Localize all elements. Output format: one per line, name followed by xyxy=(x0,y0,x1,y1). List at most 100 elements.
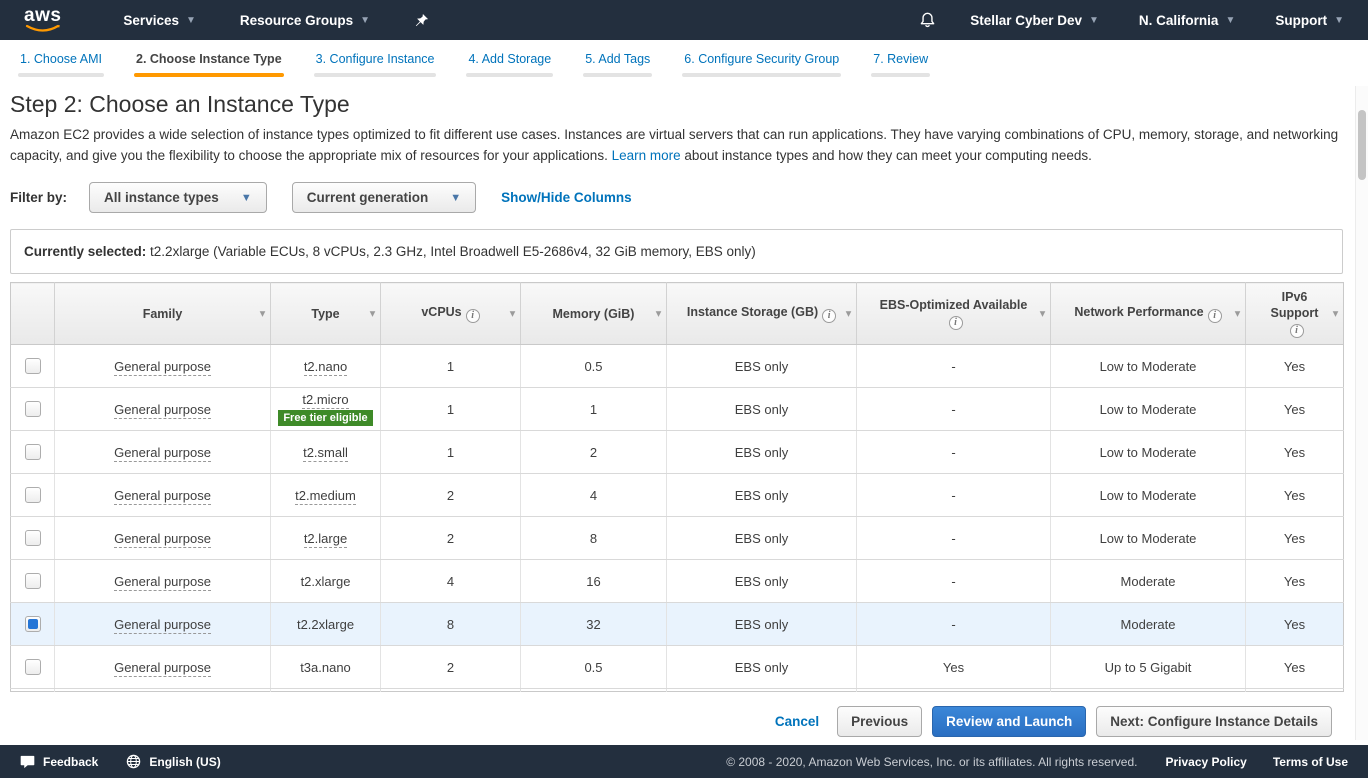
column-header[interactable]: IPv6 Support i ▾ xyxy=(1245,282,1344,345)
sort-arrow-icon[interactable]: ▾ xyxy=(655,308,661,319)
instance-row[interactable]: General purpose t2.large 2 8 EBS only - Low to… xyxy=(10,516,1344,560)
page-description: Amazon EC2 provides a wide selection of … xyxy=(10,127,1339,163)
storage-cell: EBS only xyxy=(666,344,857,388)
chevron-down-icon: ▼ xyxy=(185,14,196,26)
checkbox-cell xyxy=(10,602,55,646)
instance-row[interactable]: General purpose t2.2xlarge 8 32 EBS only - Mod… xyxy=(10,602,1344,646)
type-cell: t2.small xyxy=(270,430,381,474)
instance-row[interactable]: General purpose t2.micro Free tier eligibl… xyxy=(10,387,1344,431)
column-header[interactable]: Family ▾ xyxy=(54,282,271,345)
type-cell: t2.large xyxy=(270,516,381,560)
storage-cell: EBS only xyxy=(666,387,857,431)
nav-account-menu[interactable]: Stellar Cyber Dev ▼ xyxy=(970,12,1099,28)
checkbox-cell xyxy=(10,645,55,689)
column-header[interactable]: Instance Storage (GB) i ▾ xyxy=(666,282,857,345)
nav-region-menu[interactable]: N. California ▼ xyxy=(1138,12,1236,28)
column-header[interactable]: EBS-Optimized Available i ▾ xyxy=(856,282,1051,345)
column-header[interactable]: vCPUs i ▾ xyxy=(380,282,521,345)
instance-row[interactable]: General purpose t3a.nano 2 0.5 EBS only Yes Up… xyxy=(10,645,1344,689)
info-icon[interactable]: i xyxy=(465,309,480,323)
top-nav: aws Services ▼ Resource Groups ▼ Stellar C… xyxy=(0,0,1368,40)
terms-of-use-link[interactable]: Terms of Use xyxy=(1272,754,1348,769)
ebs-optimized-cell: - xyxy=(856,559,1051,603)
review-and-launch-button[interactable]: Review and Launch xyxy=(932,706,1087,737)
row-checkbox[interactable] xyxy=(24,358,41,374)
language-selector[interactable]: English (US) xyxy=(126,754,221,769)
generation-filter-dropdown[interactable]: Current generation ▼ xyxy=(291,182,477,213)
type-cell: t2.micro Free tier eligible xyxy=(270,387,381,431)
memory-cell: 16 xyxy=(520,559,667,603)
page-title: Step 2: Choose an Instance Type xyxy=(10,91,350,117)
instance-row[interactable]: General purpose t2.xlarge 4 16 EBS only - Mode… xyxy=(10,559,1344,603)
storage-cell: EBS only xyxy=(666,516,857,560)
sort-arrow-icon[interactable]: ▾ xyxy=(509,308,515,319)
wizard-tab[interactable]: 7. Review xyxy=(871,52,931,77)
wizard-tab[interactable]: 1. Choose AMI xyxy=(18,52,104,77)
sort-arrow-icon[interactable]: ▾ xyxy=(1332,308,1338,319)
wizard-tab[interactable]: 5. Add Tags xyxy=(583,52,653,77)
sort-arrow-icon[interactable]: ▾ xyxy=(369,308,375,319)
next-configure-details-button[interactable]: Next: Configure Instance Details xyxy=(1096,706,1332,737)
learn-more-link[interactable]: Learn more xyxy=(611,148,681,163)
ipv6-cell: Yes xyxy=(1245,645,1344,689)
chevron-down-icon: ▼ xyxy=(240,191,252,204)
wizard-tab-underline xyxy=(313,73,437,77)
family-value: General purpose xyxy=(114,659,211,677)
type-cell: t2.xlarge xyxy=(270,559,381,603)
column-header[interactable]: Network Performance i ▾ xyxy=(1050,282,1246,345)
network-performance-cell: Low to Moderate xyxy=(1050,473,1246,517)
column-header-label: Network Performance i xyxy=(1074,304,1222,323)
row-checkbox[interactable] xyxy=(24,487,41,503)
type-value: t2.xlarge xyxy=(300,573,351,589)
show-hide-columns-link[interactable]: Show/Hide Columns xyxy=(501,190,632,205)
privacy-policy-link[interactable]: Privacy Policy xyxy=(1165,754,1247,769)
row-checkbox[interactable] xyxy=(24,659,41,675)
ipv6-cell: Yes xyxy=(1245,602,1344,646)
sort-arrow-icon[interactable]: ▾ xyxy=(1039,308,1045,319)
notifications-bell-icon[interactable] xyxy=(919,11,936,29)
cancel-link[interactable]: Cancel xyxy=(774,714,820,729)
aws-logo[interactable]: aws xyxy=(24,6,61,33)
sort-arrow-icon[interactable]: ▾ xyxy=(259,308,265,319)
instance-row[interactable]: General purpose t2.small 1 2 EBS only - Low to… xyxy=(10,430,1344,474)
instance-types-filter-dropdown[interactable]: All instance types ▼ xyxy=(89,182,267,213)
wizard-tab[interactable]: 4. Add Storage xyxy=(466,52,554,77)
info-icon[interactable]: i xyxy=(1289,324,1304,338)
scrollbar-thumb[interactable] xyxy=(1358,110,1366,180)
nav-support-menu[interactable]: Support ▼ xyxy=(1275,12,1344,28)
row-checkbox[interactable] xyxy=(24,444,41,460)
row-checkbox[interactable] xyxy=(24,573,41,589)
family-value: General purpose xyxy=(114,444,211,462)
sort-arrow-icon[interactable]: ▾ xyxy=(1234,308,1240,319)
storage-cell: EBS only xyxy=(666,645,857,689)
info-icon[interactable]: i xyxy=(948,316,963,330)
column-header-label: Family xyxy=(142,306,183,321)
wizard-tab-label: 5. Add Tags xyxy=(585,52,651,66)
wizard-tab[interactable]: 6. Configure Security Group xyxy=(682,52,842,77)
info-icon[interactable]: i xyxy=(1207,309,1222,323)
column-header[interactable]: Memory (GiB) ▾ xyxy=(520,282,667,345)
feedback-button[interactable]: Feedback xyxy=(20,755,98,769)
wizard-tab[interactable]: 3. Configure Instance xyxy=(313,52,437,77)
sort-arrow-icon[interactable]: ▾ xyxy=(845,308,851,319)
wizard-tab[interactable]: 2. Choose Instance Type xyxy=(134,52,284,77)
pin-icon[interactable] xyxy=(414,13,429,28)
storage-cell: EBS only xyxy=(666,602,857,646)
instance-row[interactable]: General purpose t2.nano 1 0.5 EBS only - Low t… xyxy=(10,344,1344,388)
family-value: General purpose xyxy=(114,573,211,591)
nav-resource-groups[interactable]: Resource Groups ▼ xyxy=(239,12,371,28)
row-checkbox[interactable] xyxy=(24,401,41,417)
vcpus-cell: 2 xyxy=(380,645,521,689)
instance-row[interactable]: General purpose t2.medium 2 4 EBS only - Low t… xyxy=(10,473,1344,517)
vertical-scrollbar[interactable] xyxy=(1355,86,1368,740)
previous-button[interactable]: Previous xyxy=(837,706,923,737)
column-header[interactable]: Type ▾ xyxy=(270,282,381,345)
wizard-action-bar: Cancel Previous Review and Launch Next: … xyxy=(10,706,1332,737)
row-checkbox[interactable] xyxy=(24,530,41,546)
nav-services[interactable]: Services ▼ xyxy=(123,12,196,28)
row-checkbox[interactable] xyxy=(24,616,41,632)
info-icon[interactable]: i xyxy=(822,309,837,323)
family-cell: General purpose xyxy=(54,559,271,603)
checkbox-cell xyxy=(10,473,55,517)
wizard-tab-underline xyxy=(583,73,653,77)
